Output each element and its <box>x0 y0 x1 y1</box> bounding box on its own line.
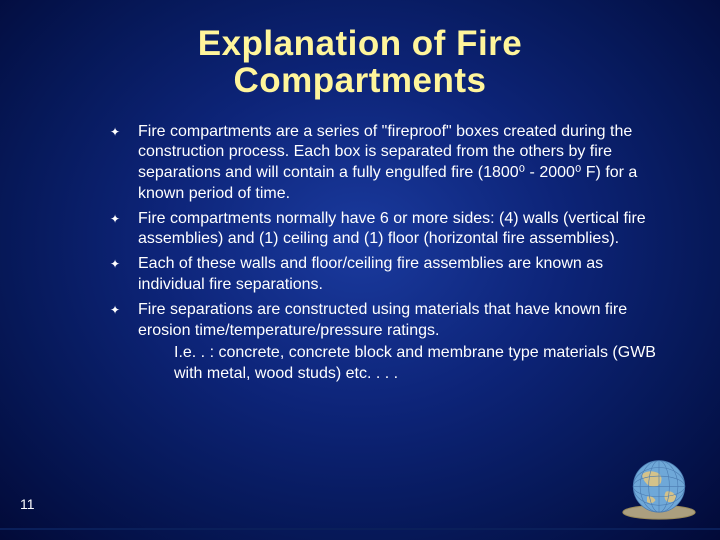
bullet-text: Fire separations are constructed using m… <box>138 300 660 385</box>
star-icon: ✦ <box>110 254 138 275</box>
star-icon: ✦ <box>110 300 138 321</box>
bullet-text-main: Fire separations are constructed using m… <box>138 301 627 339</box>
globe-icon <box>616 450 702 528</box>
bullet-text: Each of these walls and floor/ceiling fi… <box>138 254 660 296</box>
title-line-1: Explanation of Fire <box>198 24 523 63</box>
bullet-item: ✦ Fire compartments normally have 6 or m… <box>110 209 660 251</box>
sub-bullet-text: I.e. . : concrete, concrete block and me… <box>138 343 660 385</box>
page-number: 11 <box>20 496 35 512</box>
bullet-text: Fire compartments normally have 6 or mor… <box>138 209 660 251</box>
footer-divider <box>0 528 720 530</box>
star-icon: ✦ <box>110 122 138 143</box>
bullet-item: ✦ Fire separations are constructed using… <box>110 300 660 385</box>
bullet-item: ✦ Fire compartments are a series of "fir… <box>110 122 660 205</box>
slide-title: Explanation of Fire Compartments <box>0 0 720 118</box>
bullet-item: ✦ Each of these walls and floor/ceiling … <box>110 254 660 296</box>
title-line-2: Compartments <box>234 61 487 100</box>
bullet-text: Fire compartments are a series of "firep… <box>138 122 660 205</box>
slide-body: ✦ Fire compartments are a series of "fir… <box>0 118 720 386</box>
star-icon: ✦ <box>110 209 138 230</box>
